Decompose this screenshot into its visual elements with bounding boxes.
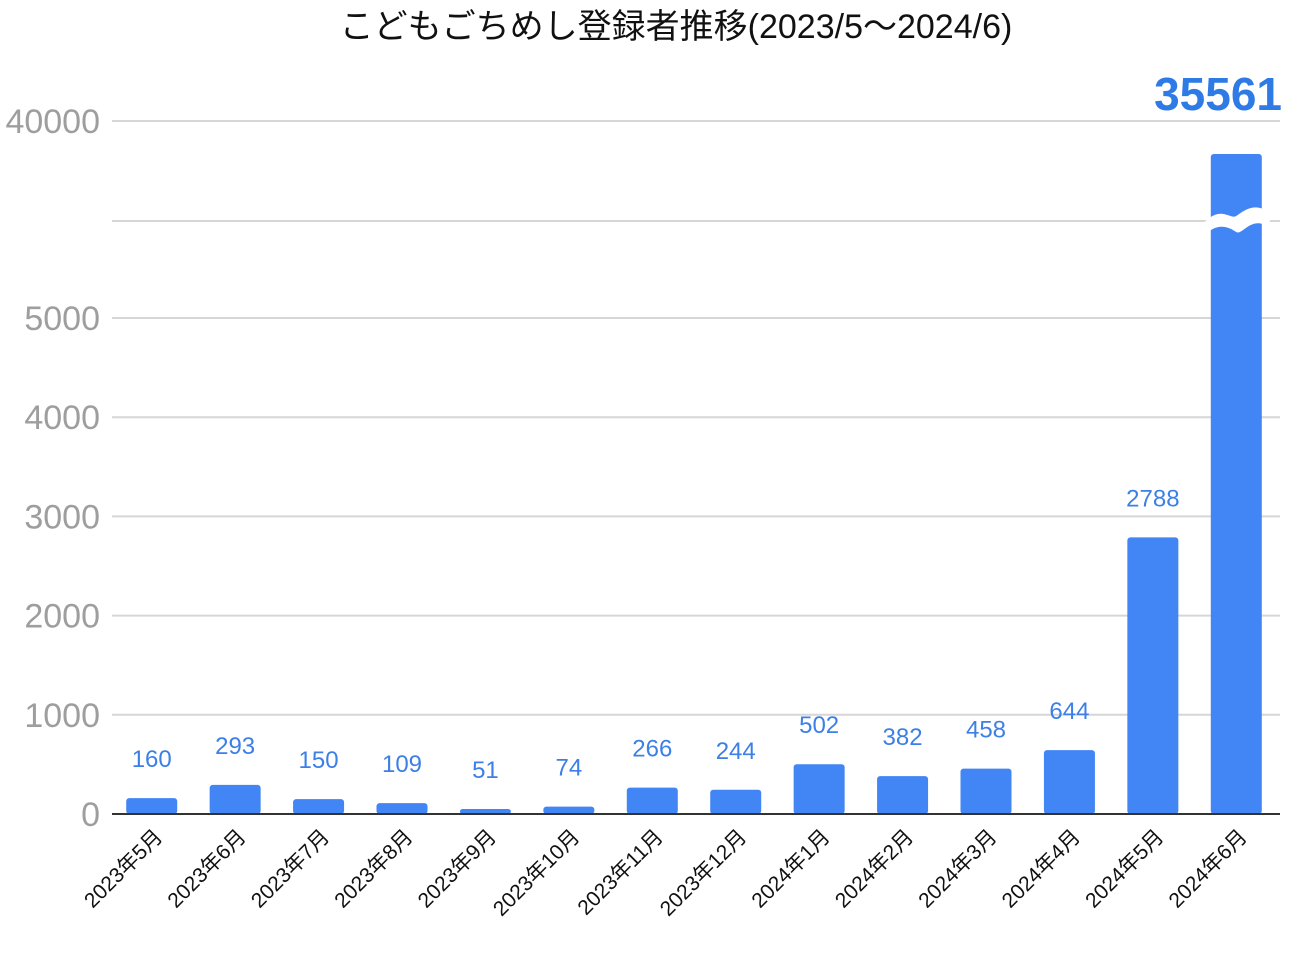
bar: [793, 764, 845, 814]
y-tick-label: 40000: [5, 103, 100, 141]
gridlines: [112, 120, 1280, 716]
data-label: 266: [632, 736, 672, 763]
x-tick-label: 2023年9月: [414, 825, 501, 912]
y-tick-label: 4000: [24, 399, 100, 437]
x-tick-label: 2024年4月: [998, 825, 1085, 912]
data-label: 51: [472, 757, 499, 784]
y-axis-ticks: 0 1000 2000 3000 4000 5000 40000: [5, 103, 100, 834]
bar: [877, 776, 929, 814]
bar: [126, 798, 178, 814]
data-label: 382: [883, 724, 923, 751]
data-labels: 160 293 150 109 51 74 266 244 502 382 458 644 2788 35…: [132, 68, 1282, 784]
bar: [543, 806, 595, 814]
x-tick-label: 2023年11月: [573, 825, 667, 919]
data-label: 150: [299, 747, 339, 774]
bar: [960, 768, 1012, 814]
data-label: 293: [215, 733, 255, 760]
data-label: 502: [799, 712, 839, 739]
bar: [710, 789, 762, 814]
bar: [376, 803, 428, 814]
x-tick-label: 2024年2月: [831, 825, 918, 912]
data-label: 2788: [1126, 485, 1179, 512]
data-label: 244: [716, 738, 756, 765]
x-tick-label: 2023年5月: [80, 825, 167, 912]
bar: [209, 784, 261, 814]
bar: [1210, 154, 1262, 814]
bar: [459, 808, 511, 814]
y-tick-label: 1000: [24, 697, 100, 735]
chart-title: こどもごちめし登録者推移(2023/5〜2024/6): [340, 8, 1013, 46]
x-tick-label: 2023年6月: [163, 825, 250, 912]
x-tick-label: 2024年6月: [1165, 825, 1252, 912]
x-tick-label: 2023年8月: [330, 825, 417, 912]
y-tick-label: 0: [81, 796, 100, 834]
bars: [126, 154, 1270, 814]
data-label: 74: [556, 755, 583, 782]
x-tick-label: 2024年3月: [914, 825, 1001, 912]
data-label: 458: [966, 717, 1006, 744]
data-label: 644: [1049, 698, 1089, 725]
bar: [1127, 537, 1179, 814]
x-tick-label: 2024年5月: [1081, 825, 1168, 912]
x-tick-label: 2023年7月: [247, 825, 334, 912]
bar: [293, 799, 345, 814]
x-axis-ticks: 2023年5月2023年6月2023年7月2023年8月2023年9月2023年…: [80, 825, 1252, 921]
data-label: 35561: [1154, 68, 1282, 120]
x-tick-label: 2024年1月: [747, 825, 834, 912]
x-tick-label: 2023年10月: [489, 825, 585, 921]
bar: [626, 787, 678, 814]
y-tick-label: 5000: [24, 300, 100, 338]
y-tick-label: 2000: [24, 598, 100, 636]
y-tick-label: 3000: [24, 498, 100, 536]
data-label: 109: [382, 751, 422, 778]
data-label: 160: [132, 746, 172, 773]
x-tick-label: 2023年12月: [656, 825, 752, 921]
axis-break-marker: [1202, 207, 1270, 238]
bar: [1043, 750, 1095, 814]
